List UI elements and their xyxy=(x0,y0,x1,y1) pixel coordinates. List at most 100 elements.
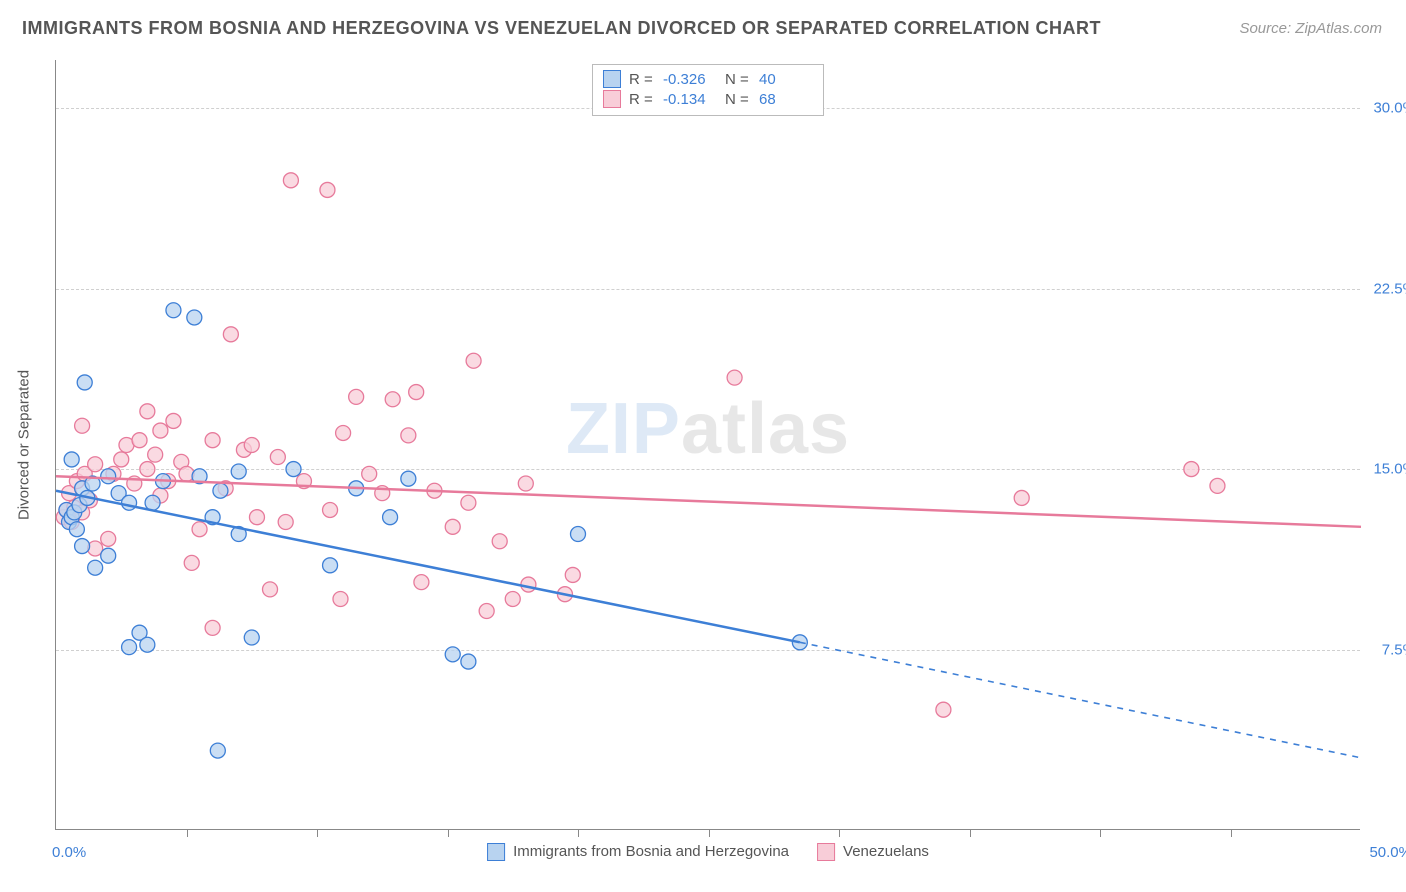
r-label: R = xyxy=(629,71,655,88)
scatter-point-venezuelans xyxy=(278,515,293,530)
x-tick xyxy=(1231,829,1232,837)
scatter-point-venezuelans xyxy=(205,620,220,635)
x-axis-max-label: 50.0% xyxy=(1369,844,1406,861)
x-axis-min-label: 0.0% xyxy=(52,844,86,861)
scatter-point-venezuelans xyxy=(244,438,259,453)
scatter-point-bosnia xyxy=(101,548,116,563)
scatter-point-venezuelans xyxy=(75,418,90,433)
scatter-point-bosnia xyxy=(187,310,202,325)
scatter-point-venezuelans xyxy=(362,466,377,481)
scatter-point-venezuelans xyxy=(88,457,103,472)
x-tick xyxy=(1100,829,1101,837)
scatter-point-venezuelans xyxy=(1184,462,1199,477)
x-tick xyxy=(317,829,318,837)
scatter-point-venezuelans xyxy=(479,604,494,619)
y-tick-label: 7.5% xyxy=(1364,641,1406,658)
regression-extrapolation-bosnia xyxy=(800,642,1361,758)
scatter-point-venezuelans xyxy=(414,575,429,590)
scatter-point-venezuelans xyxy=(205,433,220,448)
scatter-point-bosnia xyxy=(323,558,338,573)
scatter-point-bosnia xyxy=(401,471,416,486)
source-attribution: Source: ZipAtlas.com xyxy=(1239,20,1382,37)
legend-label-bosnia: Immigrants from Bosnia and Herzegovina xyxy=(513,843,789,860)
scatter-point-venezuelans xyxy=(320,182,335,197)
scatter-point-venezuelans xyxy=(223,327,238,342)
scatter-point-venezuelans xyxy=(114,452,129,467)
legend-swatch-bosnia-icon xyxy=(487,843,505,861)
n-label: N = xyxy=(725,71,751,88)
legend-stats-row-bosnia: R = -0.326 N = 40 xyxy=(603,69,813,89)
legend-item-bosnia: Immigrants from Bosnia and Herzegovina xyxy=(487,843,789,861)
scatter-point-venezuelans xyxy=(385,392,400,407)
scatter-point-venezuelans xyxy=(101,531,116,546)
x-tick xyxy=(709,829,710,837)
scatter-point-venezuelans xyxy=(445,519,460,534)
x-tick xyxy=(970,829,971,837)
x-tick xyxy=(839,829,840,837)
scatter-point-venezuelans xyxy=(1210,478,1225,493)
scatter-point-bosnia xyxy=(286,462,301,477)
scatter-point-venezuelans xyxy=(184,555,199,570)
scatter-point-bosnia xyxy=(145,495,160,510)
scatter-point-bosnia xyxy=(64,452,79,467)
scatter-point-venezuelans xyxy=(153,423,168,438)
chart-title: IMMIGRANTS FROM BOSNIA AND HERZEGOVINA V… xyxy=(22,18,1101,39)
legend-item-venezuelans: Venezuelans xyxy=(817,843,929,861)
scatter-point-venezuelans xyxy=(565,567,580,582)
scatter-point-venezuelans xyxy=(936,702,951,717)
scatter-point-bosnia xyxy=(88,560,103,575)
y-tick-label: 15.0% xyxy=(1364,461,1406,478)
legend-swatch-venezuelans-icon xyxy=(817,843,835,861)
scatter-point-venezuelans xyxy=(521,577,536,592)
scatter-point-venezuelans xyxy=(283,173,298,188)
scatter-point-bosnia xyxy=(445,647,460,662)
scatter-point-bosnia xyxy=(571,527,586,542)
x-tick xyxy=(187,829,188,837)
scatter-point-venezuelans xyxy=(270,450,285,465)
r-label: R = xyxy=(629,91,655,108)
scatter-point-bosnia xyxy=(231,464,246,479)
x-tick xyxy=(578,829,579,837)
scatter-point-venezuelans xyxy=(192,522,207,537)
scatter-point-venezuelans xyxy=(333,592,348,607)
scatter-point-venezuelans xyxy=(140,462,155,477)
scatter-point-bosnia xyxy=(213,483,228,498)
scatter-point-bosnia xyxy=(140,637,155,652)
scatter-point-venezuelans xyxy=(166,413,181,428)
chart-canvas xyxy=(56,60,1360,829)
scatter-point-venezuelans xyxy=(409,385,424,400)
scatter-point-venezuelans xyxy=(349,389,364,404)
y-axis-title: Divorced or Separated xyxy=(16,369,33,519)
legend-swatch-venezuelans xyxy=(603,90,621,108)
scatter-point-venezuelans xyxy=(336,425,351,440)
scatter-point-bosnia xyxy=(101,469,116,484)
scatter-point-venezuelans xyxy=(148,447,163,462)
scatter-point-bosnia xyxy=(166,303,181,318)
x-tick xyxy=(448,829,449,837)
scatter-point-bosnia xyxy=(122,495,137,510)
scatter-point-venezuelans xyxy=(323,502,338,517)
y-tick-label: 22.5% xyxy=(1364,280,1406,297)
n-value-venezuelans: 68 xyxy=(759,91,813,108)
scatter-point-bosnia xyxy=(122,640,137,655)
scatter-point-venezuelans xyxy=(1014,490,1029,505)
scatter-point-bosnia xyxy=(461,654,476,669)
bottom-legend: Immigrants from Bosnia and Herzegovina V… xyxy=(487,843,929,861)
scatter-point-venezuelans xyxy=(466,353,481,368)
n-value-bosnia: 40 xyxy=(759,71,813,88)
scatter-point-bosnia xyxy=(383,510,398,525)
scatter-point-bosnia xyxy=(75,539,90,554)
scatter-point-venezuelans xyxy=(492,534,507,549)
scatter-point-venezuelans xyxy=(132,433,147,448)
y-tick-label: 30.0% xyxy=(1364,100,1406,117)
regression-line-bosnia xyxy=(56,491,800,643)
r-value-bosnia: -0.326 xyxy=(663,71,717,88)
scatter-point-venezuelans xyxy=(727,370,742,385)
scatter-point-venezuelans xyxy=(518,476,533,491)
r-value-venezuelans: -0.134 xyxy=(663,91,717,108)
scatter-point-bosnia xyxy=(210,743,225,758)
n-label: N = xyxy=(725,91,751,108)
scatter-point-bosnia xyxy=(77,375,92,390)
scatter-point-venezuelans xyxy=(505,592,520,607)
scatter-point-venezuelans xyxy=(249,510,264,525)
